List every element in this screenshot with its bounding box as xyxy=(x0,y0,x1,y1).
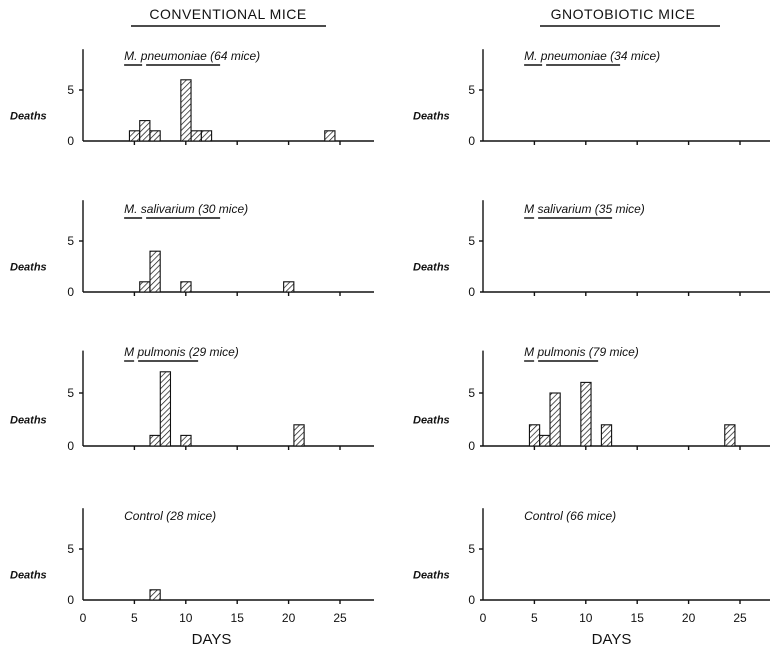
chart-panel: 0 5 Deaths M pulmonis (79 mice) xyxy=(413,345,770,453)
x-tick-label: 15 xyxy=(631,611,645,625)
y-axis-label: Deaths xyxy=(413,111,450,123)
panel-title: M. pneumoniae (34 mice) xyxy=(524,49,660,63)
x-tick-label: 20 xyxy=(282,611,296,625)
column-title-gnotobiotic: GNOTOBIOTIC MICE xyxy=(551,6,696,22)
bar xyxy=(580,381,592,447)
y-axis-label: Deaths xyxy=(413,415,450,427)
chart-panel: 0 5 Deaths M. pneumoniae (34 mice) xyxy=(413,49,770,148)
chart-panel: 0 5 Deaths Control (66 mice) 0 5 10 15 20 25 DAYS xyxy=(413,508,770,648)
y-tick-label: 5 xyxy=(468,234,475,248)
x-tick-label: 5 xyxy=(531,611,538,625)
bar xyxy=(724,424,736,447)
x-tick-label: 10 xyxy=(179,611,193,625)
y-tick-label: 0 xyxy=(468,593,475,607)
y-tick-label: 5 xyxy=(67,83,74,97)
y-tick-label: 5 xyxy=(468,83,475,97)
y-axis-label: Deaths xyxy=(10,570,47,582)
bar xyxy=(139,281,151,293)
bar xyxy=(128,130,141,142)
x-tick-label: 25 xyxy=(333,611,347,625)
bar xyxy=(180,281,192,293)
x-tick-label: 0 xyxy=(80,611,87,625)
bar xyxy=(159,371,172,447)
y-tick-label: 0 xyxy=(67,134,74,148)
y-axis-label: Deaths xyxy=(10,415,47,427)
x-axis-label: DAYS xyxy=(592,631,632,648)
y-axis-label: Deaths xyxy=(413,570,450,582)
panel-title: Control (66 mice) xyxy=(524,509,616,523)
chart-panel: 0 5 Deaths M. salivarium (30 mice) xyxy=(10,200,374,299)
x-tick-label: 15 xyxy=(231,611,245,625)
y-tick-label: 5 xyxy=(67,386,74,400)
panel-title: M. salivarium (30 mice) xyxy=(124,202,248,216)
bar xyxy=(200,130,213,142)
y-tick-label: 5 xyxy=(468,542,475,556)
chart-panel: 0 5 Deaths M. pneumoniae (64 mice) xyxy=(10,49,374,148)
y-tick-label: 0 xyxy=(67,439,74,453)
y-tick-label: 0 xyxy=(468,439,475,453)
y-axis-label: Deaths xyxy=(10,262,47,274)
bar xyxy=(149,250,161,293)
y-axis-label: Deaths xyxy=(10,111,47,123)
bar xyxy=(283,281,295,293)
y-tick-label: 0 xyxy=(67,593,74,607)
x-tick-label: 20 xyxy=(682,611,696,625)
x-tick-label: 5 xyxy=(131,611,138,625)
x-tick-label: 10 xyxy=(579,611,593,625)
y-tick-label: 0 xyxy=(468,285,475,299)
bar xyxy=(149,434,161,447)
y-tick-label: 5 xyxy=(67,234,74,248)
bar xyxy=(149,589,161,601)
panel-title: Control (28 mice) xyxy=(124,509,216,523)
bar xyxy=(600,424,613,447)
column-title-conventional: CONVENTIONAL MICE xyxy=(149,6,306,22)
bar xyxy=(180,79,192,142)
panel-title: M. pneumoniae (64 mice) xyxy=(124,49,260,63)
bar xyxy=(180,434,192,447)
panel-title: M pulmonis (29 mice) xyxy=(124,345,239,359)
chart-panel: 0 5 Deaths Control (28 mice) 0 5 10 15 20 25 DAYS xyxy=(10,508,374,648)
y-tick-label: 5 xyxy=(468,386,475,400)
bar xyxy=(539,434,551,447)
bar xyxy=(528,424,541,447)
panel-title: M salivarium (35 mice) xyxy=(524,202,645,216)
x-tick-label: 0 xyxy=(480,611,487,625)
y-tick-label: 0 xyxy=(468,134,475,148)
chart-panel: 0 5 Deaths M pulmonis (29 mice) xyxy=(10,345,374,453)
x-tick-label: 25 xyxy=(733,611,747,625)
bar xyxy=(139,120,151,142)
bar xyxy=(149,130,161,142)
panel-title: M pulmonis (79 mice) xyxy=(524,345,639,359)
bar xyxy=(324,130,336,142)
chart-panels: 0 5 Deaths M. pneumoniae (64 mice) 0 5 Deaths M… xyxy=(10,49,770,648)
bar xyxy=(293,424,305,447)
y-axis-label: Deaths xyxy=(413,262,450,274)
y-tick-label: 0 xyxy=(67,285,74,299)
y-tick-label: 5 xyxy=(67,542,74,556)
chart-panel: 0 5 Deaths M salivarium (35 mice) xyxy=(413,200,770,299)
bar xyxy=(549,392,561,447)
bar xyxy=(190,130,202,142)
x-axis-label: DAYS xyxy=(192,631,232,648)
